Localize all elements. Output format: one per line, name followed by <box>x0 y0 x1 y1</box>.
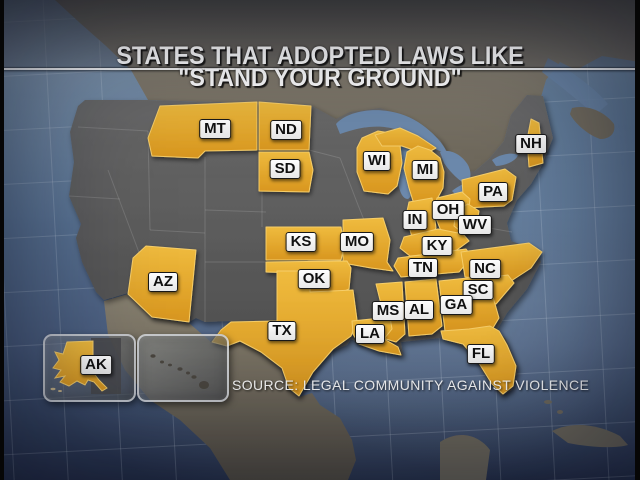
state-label-tx: TX <box>267 321 297 341</box>
state-label-nh: NH <box>515 134 547 154</box>
state-label-wi: WI <box>362 151 392 171</box>
aleutian-islet <box>50 387 56 391</box>
hawaii-inset-box <box>137 334 229 402</box>
state-label-fl: FL <box>466 344 496 364</box>
state-label-nd: ND <box>270 120 302 140</box>
state-label-ak: AK <box>80 355 112 375</box>
lake-huron <box>440 150 471 184</box>
st-lawrence-water <box>542 58 608 115</box>
yucatan-peninsula <box>440 435 490 480</box>
state-label-pa: PA <box>478 182 508 202</box>
state-label-tn: TN <box>408 258 438 278</box>
state-label-ga: GA <box>439 295 473 315</box>
state-label-wv: WV <box>457 215 493 235</box>
aleutian-islet <box>58 390 62 392</box>
hawaii-islands <box>150 354 209 389</box>
lake-ontario <box>492 153 518 166</box>
state-label-az: AZ <box>148 272 178 292</box>
left-edge-bar <box>0 0 4 480</box>
state-label-nc: NC <box>469 259 501 279</box>
bahamas-islet <box>544 400 552 404</box>
headline: STATES THAT ADOPTED LAWS LIKE "STAND YOU… <box>22 42 617 92</box>
state-label-sd: SD <box>269 159 301 179</box>
headline-line1: STATES THAT ADOPTED LAWS LIKE <box>116 42 524 70</box>
state-label-ky: KY <box>421 236 453 256</box>
state-label-mt: MT <box>199 119 231 139</box>
alaska-inset-map <box>50 338 121 394</box>
header-overlay <box>0 0 640 69</box>
source-attribution: SOURCE: LEGAL COMMUNITY AGAINST VIOLENCE <box>232 377 590 393</box>
lake-superior <box>336 110 447 153</box>
title-underline <box>0 68 640 70</box>
hawaii-inset-map <box>150 354 209 389</box>
state-label-ms: MS <box>371 301 405 321</box>
state-label-mi: MI <box>411 160 439 180</box>
right-edge-bar <box>635 0 640 480</box>
bahamas-islet <box>557 410 563 414</box>
nova-scotia <box>570 106 615 139</box>
state-label-al: AL <box>404 300 434 320</box>
state-label-in: IN <box>402 210 428 230</box>
state-label-mo: MO <box>339 232 375 252</box>
state-label-ks: KS <box>285 232 317 252</box>
state-label-ok: OK <box>297 269 331 289</box>
state-label-oh: OH <box>431 200 465 220</box>
state-shape-ak <box>52 340 108 392</box>
alaska-inset-box: AK <box>43 334 136 402</box>
headline-line2: "STAND YOUR GROUND" <box>178 64 462 92</box>
cuba-island <box>552 424 628 448</box>
state-label-la: LA <box>355 324 385 344</box>
